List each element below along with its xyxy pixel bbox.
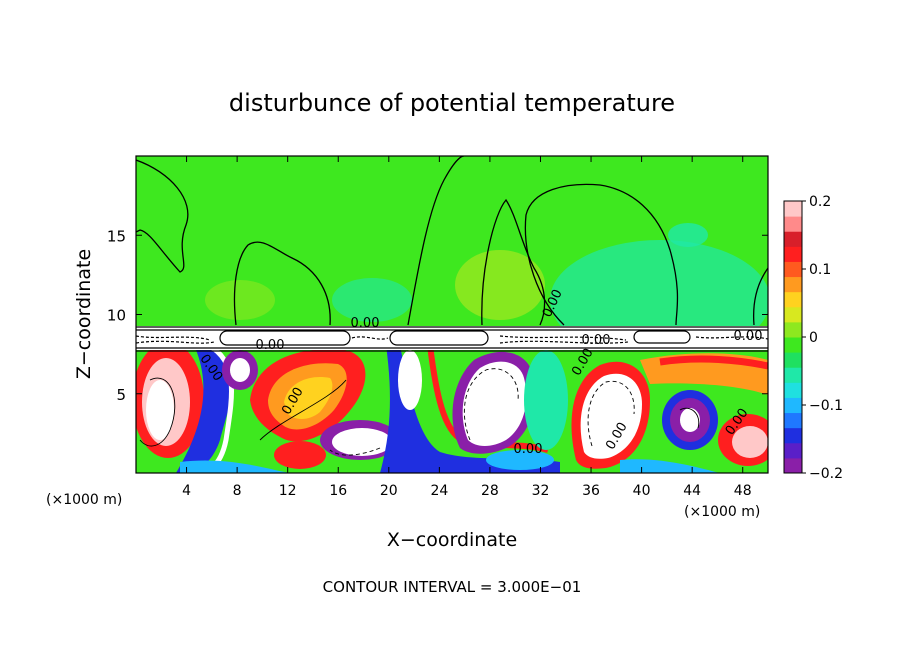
contour-label: 0.00 xyxy=(514,442,543,457)
x-tick-label: 20 xyxy=(380,483,398,499)
colorbar-tick-label: −0.1 xyxy=(809,398,843,414)
contour-interval-note: CONTOUR INTERVAL = 3.000E−01 xyxy=(323,578,582,596)
x-tick-label: 8 xyxy=(233,483,242,499)
colorbar-swatch xyxy=(784,201,802,217)
colorbar-tick-label: 0.1 xyxy=(809,262,831,278)
colorbar-tick-label: −0.2 xyxy=(809,466,843,482)
colorbar-swatch xyxy=(784,216,802,232)
colorbar-swatch xyxy=(784,291,802,308)
x-tick-label: 36 xyxy=(582,483,600,499)
colorbar-swatch xyxy=(784,382,802,398)
colorbar-swatch xyxy=(784,397,802,414)
upper-patch xyxy=(332,278,412,322)
upper-contours xyxy=(136,156,768,326)
colorbar-swatch xyxy=(784,337,802,353)
y-tick-label: 15 xyxy=(107,227,126,245)
contour-label: 0.00 xyxy=(256,338,285,353)
contour-label: 0.00 xyxy=(351,316,380,331)
y-axis: 5 10 15 xyxy=(107,227,768,404)
upper-patch xyxy=(668,223,708,247)
colorbar-swatch xyxy=(784,246,802,262)
colorbar-swatch xyxy=(784,306,802,323)
upper-patch xyxy=(205,280,275,320)
colorbar-swatch xyxy=(784,457,802,474)
x-tick-label: 12 xyxy=(279,483,297,499)
colorbar-swatch xyxy=(784,442,802,459)
lower-contours xyxy=(139,368,700,456)
colorbar-tick-label: 0.2 xyxy=(809,194,831,210)
colorbar-swatch xyxy=(784,321,802,338)
chart-title: disturbunce of potential temperature xyxy=(229,89,675,117)
inversion-contours xyxy=(136,326,768,352)
x-tick-label: 24 xyxy=(430,483,448,499)
x-unit-right: (×1000 m) xyxy=(684,504,760,520)
colorbar: 0.2 0.1 0 −0.1 −0.2 xyxy=(783,194,843,482)
x-axis-label: X−coordinate xyxy=(387,529,517,551)
colorbar-swatch xyxy=(784,276,802,293)
x-unit-left: (×1000 m) xyxy=(46,492,122,508)
colorbar-swatch xyxy=(784,231,802,247)
x-tick-label: 48 xyxy=(734,483,752,499)
heatmap-field xyxy=(136,156,768,473)
contour-label: 0.00 xyxy=(582,333,611,348)
y-axis-label: Z−coordinate xyxy=(73,249,95,379)
upper-patch xyxy=(455,250,545,320)
x-tick-label: 40 xyxy=(633,483,651,499)
colorbar-swatch xyxy=(784,261,802,278)
x-axis: 4 8 12 16 20 24 28 32 36 40 44 48 xyxy=(182,156,752,499)
x-tick-label: 44 xyxy=(683,483,701,499)
y-tick-label: 10 xyxy=(107,307,126,325)
colorbar-swatch xyxy=(784,427,802,444)
contour-label: 0.00 xyxy=(734,329,763,344)
colorbar-swatch xyxy=(784,412,802,429)
x-tick-label: 4 xyxy=(182,483,191,499)
x-tick-label: 28 xyxy=(481,483,499,499)
x-tick-label: 32 xyxy=(532,483,550,499)
colorbar-tick-label: 0 xyxy=(809,330,818,346)
x-tick-label: 16 xyxy=(329,483,347,499)
colorbar-swatch xyxy=(784,367,802,383)
colorbar-swatch xyxy=(784,352,802,368)
lower-field xyxy=(136,342,768,473)
y-tick-label: 5 xyxy=(116,386,126,404)
